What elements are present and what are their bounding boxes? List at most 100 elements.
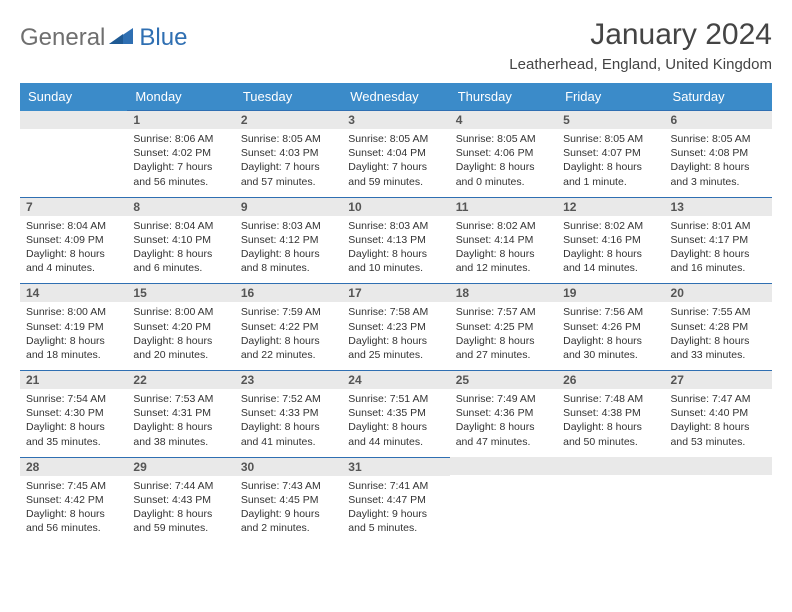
daylight-line: Daylight: 8 hours and 14 minutes. xyxy=(563,247,658,275)
day-number: 20 xyxy=(665,284,772,302)
day-cell: 13Sunrise: 8:01 AMSunset: 4:17 PMDayligh… xyxy=(665,197,772,284)
day-number: 6 xyxy=(665,111,772,129)
weekday-header: Friday xyxy=(557,83,664,111)
day-body: Sunrise: 8:05 AMSunset: 4:04 PMDaylight:… xyxy=(342,129,449,197)
daylight-line: Daylight: 8 hours and 8 minutes. xyxy=(241,247,336,275)
sunset-line: Sunset: 4:25 PM xyxy=(456,320,551,334)
day-number: 12 xyxy=(557,198,664,216)
location-line: Leatherhead, England, United Kingdom xyxy=(509,56,772,73)
day-cell: 27 Sunrise: 7:47 AMSunset: 4:40 PMDayligh… xyxy=(665,371,772,458)
daylight-line: Daylight: 8 hours and 25 minutes. xyxy=(348,334,443,362)
day-body: Sunrise: 8:05 AMSunset: 4:08 PMDaylight:… xyxy=(665,129,772,197)
daylight-line: Daylight: 8 hours and 59 minutes. xyxy=(133,507,228,535)
day-cell: 29Sunrise: 7:44 AMSunset: 4:43 PMDayligh… xyxy=(127,457,234,543)
daylight-line: Daylight: 8 hours and 53 minutes. xyxy=(671,420,766,448)
day-cell: 31Sunrise: 7:41 AMSunset: 4:47 PMDayligh… xyxy=(342,457,449,543)
sunset-line: Sunset: 4:12 PM xyxy=(241,233,336,247)
day-body: Sunrise: 8:05 AMSunset: 4:03 PMDaylight:… xyxy=(235,129,342,197)
day-body: Sunrise: 8:05 AMSunset: 4:06 PMDaylight:… xyxy=(450,129,557,197)
day-cell: 23Sunrise: 7:52 AMSunset: 4:33 PMDayligh… xyxy=(235,371,342,458)
brand-triangle-icon xyxy=(109,26,135,51)
day-cell: 20Sunrise: 7:55 AMSunset: 4:28 PMDayligh… xyxy=(665,284,772,371)
sunrise-line: Sunrise: 7:51 AM xyxy=(348,392,443,406)
calendar-week-row: 1Sunrise: 8:06 AMSunset: 4:02 PMDaylight… xyxy=(20,111,772,198)
empty-cell xyxy=(450,457,557,543)
sunrise-line: Sunrise: 7:59 AM xyxy=(241,305,336,319)
day-body: Sunrise: 7:59 AMSunset: 4:22 PMDaylight:… xyxy=(235,302,342,370)
day-body: Sunrise: 8:04 AMSunset: 4:09 PMDaylight:… xyxy=(20,216,127,284)
day-body: Sunrise: 8:05 AMSunset: 4:07 PMDaylight:… xyxy=(557,129,664,197)
daylight-line: Daylight: 8 hours and 22 minutes. xyxy=(241,334,336,362)
day-number: 24 xyxy=(342,371,449,389)
sunset-line: Sunset: 4:08 PM xyxy=(671,146,766,160)
daylight-line: Daylight: 8 hours and 44 minutes. xyxy=(348,420,443,448)
sunset-line: Sunset: 4:14 PM xyxy=(456,233,551,247)
sunrise-line: Sunrise: 7:45 AM xyxy=(26,479,121,493)
day-body: Sunrise: 7:56 AMSunset: 4:26 PMDaylight:… xyxy=(557,302,664,370)
sunrise-line: Sunrise: 8:06 AM xyxy=(133,132,228,146)
day-number: 22 xyxy=(127,371,234,389)
sunrise-line: Sunrise: 7:47 AM xyxy=(671,392,766,406)
sunrise-line: Sunrise: 7:53 AM xyxy=(133,392,228,406)
sunrise-line: Sunrise: 8:05 AM xyxy=(241,132,336,146)
day-number: 1 xyxy=(127,111,234,129)
sunset-line: Sunset: 4:42 PM xyxy=(26,493,121,507)
sunset-line: Sunset: 4:23 PM xyxy=(348,320,443,334)
sunset-line: Sunset: 4:09 PM xyxy=(26,233,121,247)
daylight-line: Daylight: 8 hours and 20 minutes. xyxy=(133,334,228,362)
sunset-line: Sunset: 4:30 PM xyxy=(26,406,121,420)
daylight-line: Daylight: 8 hours and 56 minutes. xyxy=(26,507,121,535)
calendar-table: SundayMondayTuesdayWednesdayThursdayFrid… xyxy=(20,83,772,543)
day-number: 29 xyxy=(127,458,234,476)
daylight-line: Daylight: 8 hours and 18 minutes. xyxy=(26,334,121,362)
sunset-line: Sunset: 4:22 PM xyxy=(241,320,336,334)
daylight-line: Daylight: 8 hours and 38 minutes. xyxy=(133,420,228,448)
daylight-line: Daylight: 9 hours and 2 minutes. xyxy=(241,507,336,535)
day-body: Sunrise: 7:51 AMSunset: 4:35 PMDaylight:… xyxy=(342,389,449,457)
sunrise-line: Sunrise: 7:48 AM xyxy=(563,392,658,406)
sunrise-line: Sunrise: 8:01 AM xyxy=(671,219,766,233)
sunset-line: Sunset: 4:40 PM xyxy=(671,406,766,420)
day-cell: 8Sunrise: 8:04 AMSunset: 4:10 PMDaylight… xyxy=(127,197,234,284)
day-number: 3 xyxy=(342,111,449,129)
weekday-header: Monday xyxy=(127,83,234,111)
sunset-line: Sunset: 4:31 PM xyxy=(133,406,228,420)
weekday-header: Thursday xyxy=(450,83,557,111)
day-body: Sunrise: 7:41 AMSunset: 4:47 PMDaylight:… xyxy=(342,476,449,544)
sunset-line: Sunset: 4:16 PM xyxy=(563,233,658,247)
sunset-line: Sunset: 4:03 PM xyxy=(241,146,336,160)
day-body xyxy=(450,475,557,537)
day-number xyxy=(557,457,664,475)
day-body: Sunrise: 7:55 AMSunset: 4:28 PMDaylight:… xyxy=(665,302,772,370)
sunrise-line: Sunrise: 8:04 AM xyxy=(133,219,228,233)
daylight-line: Daylight: 8 hours and 1 minute. xyxy=(563,160,658,188)
sunset-line: Sunset: 4:28 PM xyxy=(671,320,766,334)
month-title: January 2024 xyxy=(509,18,772,52)
daylight-line: Daylight: 8 hours and 6 minutes. xyxy=(133,247,228,275)
day-body: Sunrise: 7:57 AMSunset: 4:25 PMDaylight:… xyxy=(450,302,557,370)
day-body: Sunrise: 8:02 AMSunset: 4:16 PMDaylight:… xyxy=(557,216,664,284)
day-cell: 28Sunrise: 7:45 AMSunset: 4:42 PMDayligh… xyxy=(20,457,127,543)
day-number: 13 xyxy=(665,198,772,216)
day-cell: 5Sunrise: 8:05 AMSunset: 4:07 PMDaylight… xyxy=(557,111,664,198)
day-number xyxy=(20,111,127,129)
day-number: 27 xyxy=(665,371,772,389)
daylight-line: Daylight: 8 hours and 50 minutes. xyxy=(563,420,658,448)
day-number: 15 xyxy=(127,284,234,302)
page-header: General Blue January 2024 Leatherhead, E… xyxy=(20,18,772,73)
daylight-line: Daylight: 8 hours and 4 minutes. xyxy=(26,247,121,275)
sunrise-line: Sunrise: 7:41 AM xyxy=(348,479,443,493)
day-cell: 15Sunrise: 8:00 AMSunset: 4:20 PMDayligh… xyxy=(127,284,234,371)
sunrise-line: Sunrise: 8:00 AM xyxy=(133,305,228,319)
day-cell: 14Sunrise: 8:00 AMSunset: 4:19 PMDayligh… xyxy=(20,284,127,371)
day-number: 4 xyxy=(450,111,557,129)
day-body: Sunrise: 8:01 AMSunset: 4:17 PMDaylight:… xyxy=(665,216,772,284)
day-body: Sunrise: 8:03 AMSunset: 4:13 PMDaylight:… xyxy=(342,216,449,284)
day-body: Sunrise: 7:58 AMSunset: 4:23 PMDaylight:… xyxy=(342,302,449,370)
day-number: 31 xyxy=(342,458,449,476)
day-cell: 12Sunrise: 8:02 AMSunset: 4:16 PMDayligh… xyxy=(557,197,664,284)
sunset-line: Sunset: 4:43 PM xyxy=(133,493,228,507)
day-body xyxy=(20,129,127,191)
day-number: 5 xyxy=(557,111,664,129)
sunrise-line: Sunrise: 8:05 AM xyxy=(563,132,658,146)
